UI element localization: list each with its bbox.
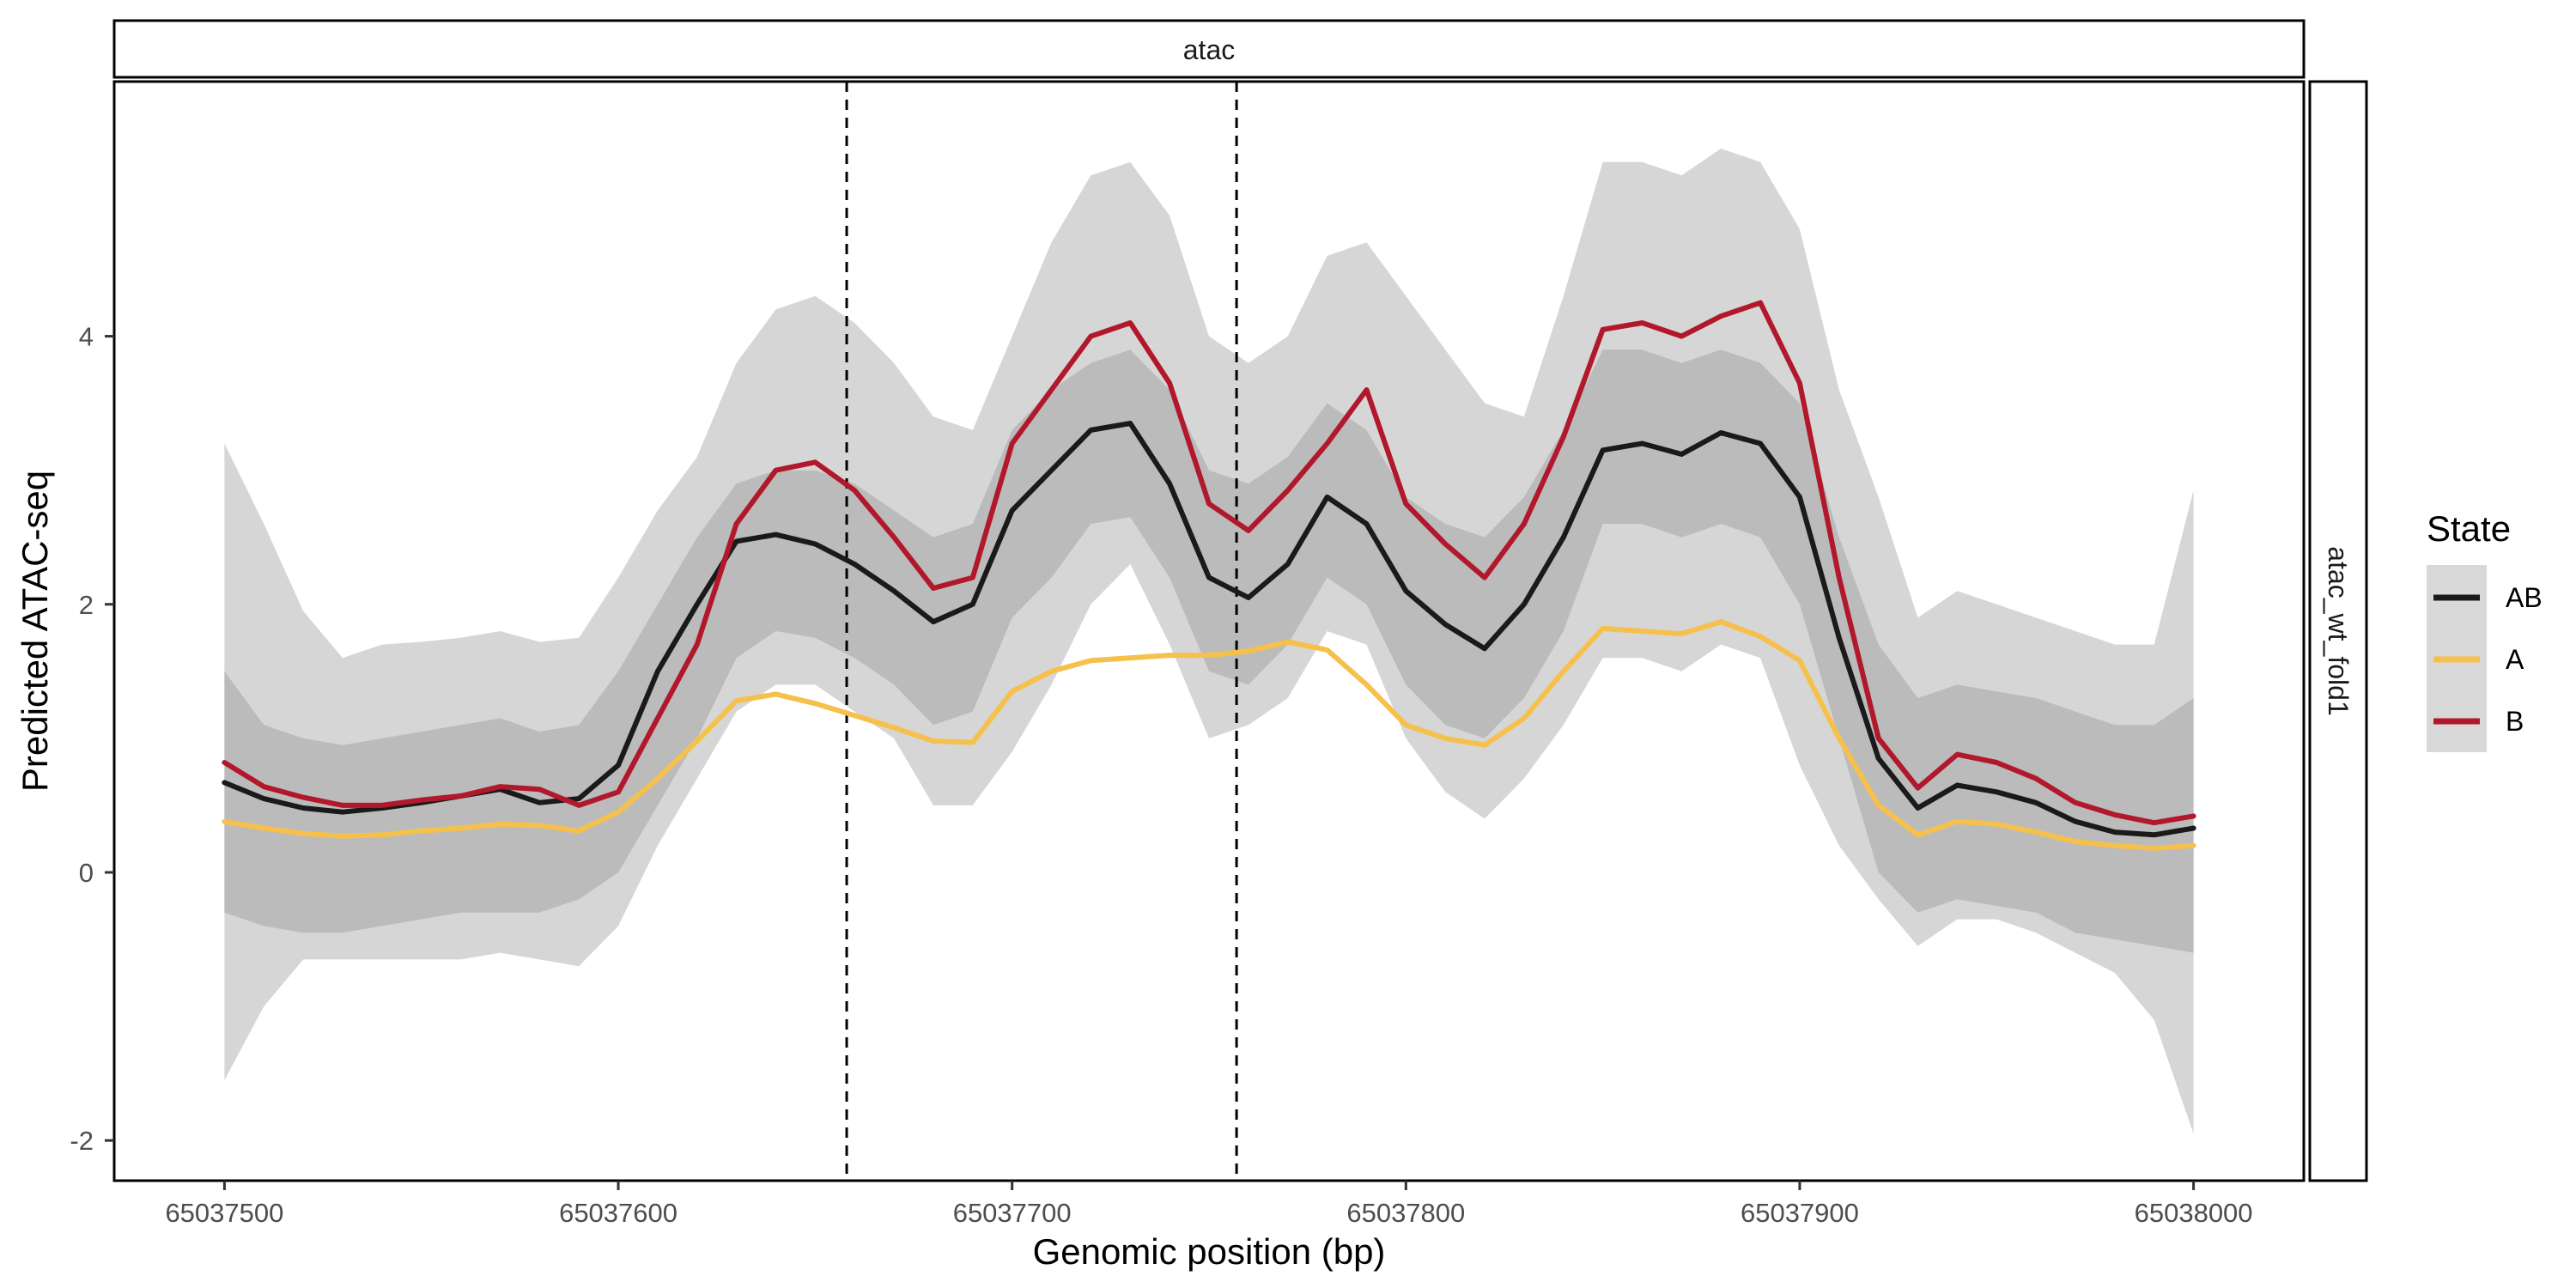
x-tick-label: 65037800 <box>1346 1198 1465 1228</box>
facet-strip-top-label: atac <box>1183 34 1235 65</box>
legend-title: State <box>2427 508 2511 549</box>
legend-label-a: A <box>2506 644 2524 675</box>
x-tick-label: 65037600 <box>559 1198 677 1228</box>
facet-strip-right: atac_wt_fold1 <box>2308 80 2368 1182</box>
series-line-a <box>222 619 2196 851</box>
confidence-bands <box>224 149 2194 1134</box>
x-tick-label: 65038000 <box>2135 1198 2253 1228</box>
y-tick-label: 0 <box>79 858 94 888</box>
panel-border <box>112 80 2306 1182</box>
legend-label-b: B <box>2506 706 2524 737</box>
x-tick-label: 65037900 <box>1741 1198 1859 1228</box>
x-axis-title: Genomic position (bp) <box>1033 1231 1386 1272</box>
series-line-b <box>222 300 2196 826</box>
reference-lines <box>845 82 1238 1181</box>
y-axis: -2 0 2 4 <box>70 322 114 1156</box>
y-tick-label: 2 <box>79 590 94 620</box>
facet-strip-right-box <box>2308 80 2368 1182</box>
y-axis-title: Predicted ATAC-seq <box>15 471 55 792</box>
x-tick-label: 65037700 <box>953 1198 1072 1228</box>
facet-strip-top-box <box>112 19 2306 79</box>
facet-strip-top: atac <box>112 19 2306 79</box>
x-axis: 65037500 65037600 65037700 65037800 65037900… <box>165 1181 2253 1228</box>
x-tick-label: 65037500 <box>165 1198 283 1228</box>
y-tick-label: -2 <box>70 1126 94 1156</box>
legend: State AB AB <box>2427 508 2543 752</box>
series-line-ab <box>222 421 2196 838</box>
legend-label-ab: AB <box>2506 582 2543 613</box>
confidence-band-inner-ab <box>224 349 2194 953</box>
legend-entries: AB AB <box>2433 582 2543 737</box>
y-tick-label: 4 <box>79 322 94 352</box>
facet-strip-right-label: atac_wt_fold1 <box>2323 546 2354 715</box>
series-lines <box>222 300 2196 851</box>
